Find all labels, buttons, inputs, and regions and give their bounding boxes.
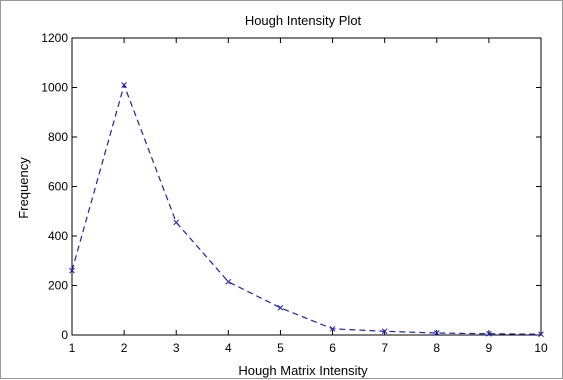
x-tick-label: 9 xyxy=(486,341,493,355)
x-tick-label: 2 xyxy=(121,341,128,355)
data-point-marker xyxy=(329,325,336,332)
y-axis-label: Frequency xyxy=(16,157,31,219)
y-tick-label: 600 xyxy=(48,180,68,194)
x-tick-label: 3 xyxy=(173,341,180,355)
x-tick-label: 6 xyxy=(329,341,336,355)
data-point-marker xyxy=(486,330,492,337)
data-point-marker xyxy=(69,267,75,274)
data-series xyxy=(69,82,544,338)
data-point-marker xyxy=(433,330,440,336)
y-tick-label: 1000 xyxy=(41,81,68,95)
x-axis-label: Hough Matrix Intensity xyxy=(238,363,368,378)
x-tick-label: 10 xyxy=(534,341,548,355)
x-tick-label: 7 xyxy=(381,341,388,355)
axis-ticks: 1 2 3 4 5 6 7 8 9 10 0 200 400 600 800 1000 1200 xyxy=(41,31,548,355)
y-tick-label: 0 xyxy=(61,328,68,342)
y-tick-label: 400 xyxy=(48,229,68,243)
data-point-marker xyxy=(173,219,180,226)
y-tick-label: 200 xyxy=(48,279,68,293)
data-point-marker xyxy=(538,331,544,338)
data-point-marker xyxy=(381,328,388,335)
x-tick-label: 8 xyxy=(433,341,440,355)
y-tick-label: 800 xyxy=(48,130,68,144)
y-tick-label: 1200 xyxy=(41,31,68,45)
x-tick-label: 1 xyxy=(69,341,76,355)
series-line xyxy=(71,83,542,335)
data-point-marker xyxy=(225,278,232,285)
x-tick-label: 4 xyxy=(225,341,232,355)
chart-title: Hough Intensity Plot xyxy=(245,13,362,28)
data-point-marker xyxy=(121,82,127,88)
plot-area xyxy=(71,37,542,336)
x-tick-label: 5 xyxy=(277,341,284,355)
data-point-marker xyxy=(277,304,284,311)
